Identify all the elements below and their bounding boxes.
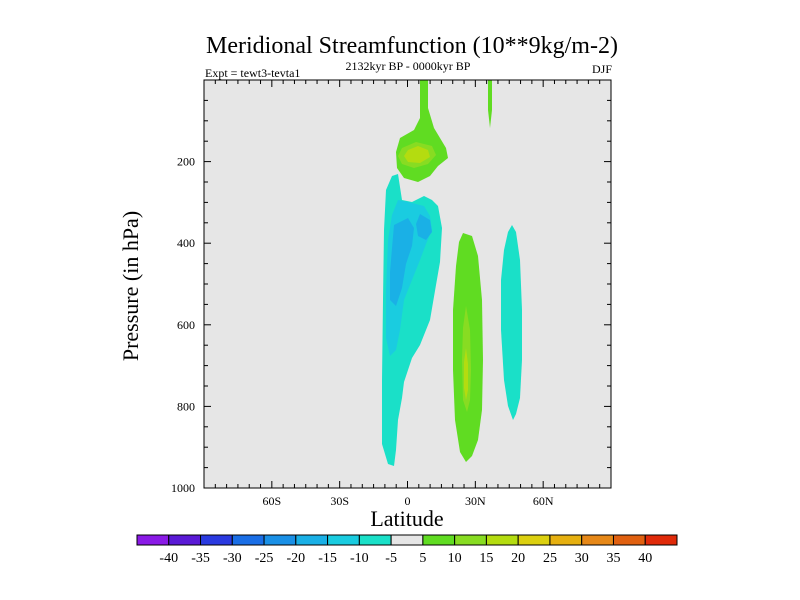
y-tick-label: 800 xyxy=(177,399,195,413)
colorbar-label: 5 xyxy=(419,551,426,566)
colorbar: -40 -35 -30 -25 -20 -15 -10 -5 5 10 15 20 25 30 35 40 xyxy=(136,534,678,566)
colorbar-label: 40 xyxy=(638,551,652,566)
colorbar-box xyxy=(549,534,583,546)
x-axis-ticks xyxy=(203,80,612,488)
x-tick-label: 60S xyxy=(262,494,281,508)
colorbar-box xyxy=(263,534,297,546)
contour-neg-main-20b xyxy=(416,214,432,240)
y-tick-label: 600 xyxy=(177,318,195,332)
contour-fill xyxy=(382,80,522,466)
x-tick-label: 60N xyxy=(533,494,554,508)
colorbar-box xyxy=(644,534,678,546)
colorbar-box xyxy=(168,534,202,546)
colorbar-label: -40 xyxy=(159,551,178,566)
colorbar-box xyxy=(231,534,265,546)
colorbar-label: -30 xyxy=(223,551,242,566)
x-tick-label: 30S xyxy=(330,494,349,508)
season-label: DJF xyxy=(592,62,612,76)
y-axis-label: Pressure (in hPa) xyxy=(118,211,143,361)
colorbar-box xyxy=(136,534,170,546)
contour-mid-pos-15 xyxy=(464,348,468,400)
colorbar-box xyxy=(200,534,233,546)
colorbar-box xyxy=(390,534,424,546)
colorbar-label: 25 xyxy=(543,551,557,566)
contour-sliver-pos-5 xyxy=(488,80,492,128)
colorbar-label: 30 xyxy=(575,551,589,566)
x-tick-label: 0 xyxy=(405,494,411,508)
colorbar-label: -20 xyxy=(286,551,305,566)
y-tick-label: 1000 xyxy=(171,481,195,495)
contour-neg-north-5 xyxy=(501,225,522,420)
colorbar-box xyxy=(485,534,519,546)
x-axis-tick-labels: 60S 30S 0 30N 60N xyxy=(262,494,553,508)
contour-neg-main-20 xyxy=(390,218,414,306)
chart-title: Meridional Streamfunction (10**9kg/m-2) xyxy=(206,33,618,59)
y-tick-label: 200 xyxy=(177,155,195,169)
colorbar-box xyxy=(327,534,360,546)
colorbar-labels: -40 -35 -30 -25 -20 -15 -10 -5 5 10 15 20 25 30 35 40 xyxy=(159,551,652,566)
colorbar-box xyxy=(517,534,551,546)
colorbar-boxes xyxy=(136,534,678,546)
colorbar-box xyxy=(295,534,329,546)
colorbar-label: 10 xyxy=(448,551,462,566)
experiment-label: Expt = tewt3-tevta1 xyxy=(205,66,300,80)
colorbar-label: 15 xyxy=(479,551,493,566)
colorbar-box xyxy=(581,534,614,546)
colorbar-box xyxy=(454,534,487,546)
colorbar-box xyxy=(612,534,646,546)
colorbar-label: 35 xyxy=(606,551,620,566)
plot-area: 200 400 600 800 1000 60S 30S 0 30N 60N xyxy=(171,79,612,508)
colorbar-box xyxy=(422,534,456,546)
colorbar-label: -35 xyxy=(191,551,210,566)
contour-upper-pos-15 xyxy=(404,146,430,163)
x-axis-label: Latitude xyxy=(370,506,443,531)
y-axis-ticks xyxy=(204,79,611,489)
colorbar-box xyxy=(358,534,392,546)
colorbar-label: 20 xyxy=(511,551,525,566)
colorbar-label: -15 xyxy=(318,551,337,566)
x-tick-label: 30N xyxy=(465,494,486,508)
colorbar-label: -10 xyxy=(350,551,369,566)
y-tick-label: 400 xyxy=(177,236,195,250)
colorbar-label: -5 xyxy=(385,551,397,566)
period-label: 2132kyr BP - 0000kyr BP xyxy=(346,59,471,73)
colorbar-label: -25 xyxy=(255,551,274,566)
y-axis-tick-labels: 200 400 600 800 1000 xyxy=(171,155,195,495)
